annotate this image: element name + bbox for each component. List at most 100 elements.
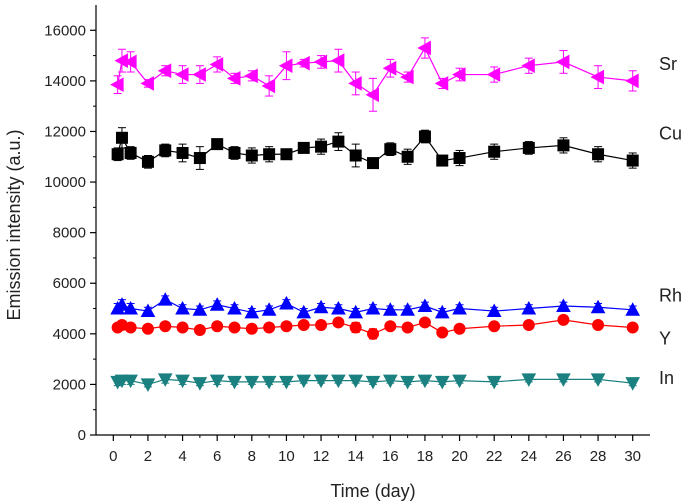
x-tick-label: 30 <box>624 448 641 465</box>
data-point <box>521 58 535 74</box>
data-point <box>245 322 258 335</box>
data-point <box>124 321 137 334</box>
data-point <box>227 300 242 315</box>
data-point <box>365 87 379 103</box>
data-point <box>557 139 570 152</box>
x-tick-label: 12 <box>313 448 330 465</box>
data-point <box>365 300 381 315</box>
data-point <box>384 320 397 333</box>
y-axis-ticks: 0 2000 4000 6000 8000 10000 12000 14000 16000 <box>44 22 96 444</box>
data-point <box>263 148 276 161</box>
x-tick-label: 24 <box>520 448 537 465</box>
data-point <box>626 154 639 167</box>
x-tick-label: 20 <box>451 448 468 465</box>
data-point <box>522 141 535 154</box>
x-tick-label: 2 <box>144 448 152 465</box>
data-point <box>211 138 224 151</box>
y-axis-title: Emission intensity (a.u.) <box>4 129 24 320</box>
data-point <box>486 67 501 82</box>
data-point <box>313 54 328 70</box>
series-layer <box>110 37 641 392</box>
data-point <box>157 373 173 387</box>
data-point <box>418 316 431 329</box>
data-point <box>453 152 466 165</box>
data-point <box>211 320 224 333</box>
series-y <box>111 313 639 340</box>
data-point <box>296 304 312 319</box>
series-labels: Sr Cu Rh Y In <box>659 54 682 388</box>
data-point <box>367 327 379 340</box>
data-point <box>263 321 276 334</box>
series-line <box>117 46 633 96</box>
data-point <box>384 143 397 156</box>
data-point <box>417 298 433 312</box>
data-point <box>297 141 310 154</box>
data-point <box>193 324 206 337</box>
series-label-in: In <box>659 368 674 388</box>
data-point <box>175 300 190 315</box>
data-point <box>228 321 241 334</box>
data-point <box>192 302 208 316</box>
x-tick-label: 10 <box>278 448 295 465</box>
y-tick-label: 16000 <box>44 22 86 39</box>
data-point <box>124 146 137 159</box>
data-point <box>280 148 293 161</box>
data-point <box>625 73 639 89</box>
data-point <box>123 54 137 70</box>
data-point <box>140 76 154 91</box>
data-point <box>192 377 208 391</box>
x-tick-label: 8 <box>248 448 256 465</box>
data-point <box>592 318 605 331</box>
y-tick-label: 14000 <box>44 73 86 90</box>
data-point <box>244 68 258 84</box>
data-point <box>400 69 414 85</box>
data-point <box>417 374 433 389</box>
data-point <box>159 320 172 333</box>
x-tick-label: 6 <box>213 448 221 465</box>
data-point <box>382 374 398 389</box>
data-point <box>141 155 154 168</box>
x-tick-label: 16 <box>382 448 399 465</box>
data-point <box>157 292 173 306</box>
data-point <box>592 148 605 161</box>
data-point <box>555 54 570 70</box>
data-point <box>141 322 154 335</box>
series-cu <box>111 127 639 170</box>
data-point <box>227 375 242 390</box>
x-tick-label: 18 <box>417 448 434 465</box>
data-point <box>436 154 449 167</box>
plot-area <box>95 5 650 436</box>
data-point <box>400 302 415 316</box>
data-point <box>313 374 329 389</box>
data-point <box>521 373 537 387</box>
data-point <box>209 57 224 72</box>
data-point <box>348 76 362 91</box>
data-point <box>332 135 345 148</box>
y-tick-label: 10000 <box>44 174 86 191</box>
data-point <box>590 373 606 387</box>
data-point <box>488 145 501 158</box>
series-rh <box>110 292 641 319</box>
data-point <box>436 326 449 339</box>
x-tick-label: 0 <box>109 448 117 465</box>
series-in <box>110 373 641 392</box>
data-point <box>522 318 535 331</box>
y-tick-label: 12000 <box>44 123 86 140</box>
data-point <box>488 320 501 333</box>
series-label-sr: Sr <box>659 54 677 74</box>
data-point <box>261 375 277 390</box>
data-point <box>245 149 258 162</box>
x-tick-label: 26 <box>555 448 572 465</box>
data-point <box>557 313 570 326</box>
series-label-y: Y <box>659 329 671 349</box>
data-point <box>226 71 241 86</box>
data-point <box>330 53 345 68</box>
data-point <box>331 300 346 315</box>
data-point <box>452 300 467 315</box>
data-point <box>434 76 449 91</box>
data-point <box>349 321 362 334</box>
data-point <box>296 55 310 71</box>
data-point <box>244 375 260 390</box>
data-point <box>157 63 172 79</box>
